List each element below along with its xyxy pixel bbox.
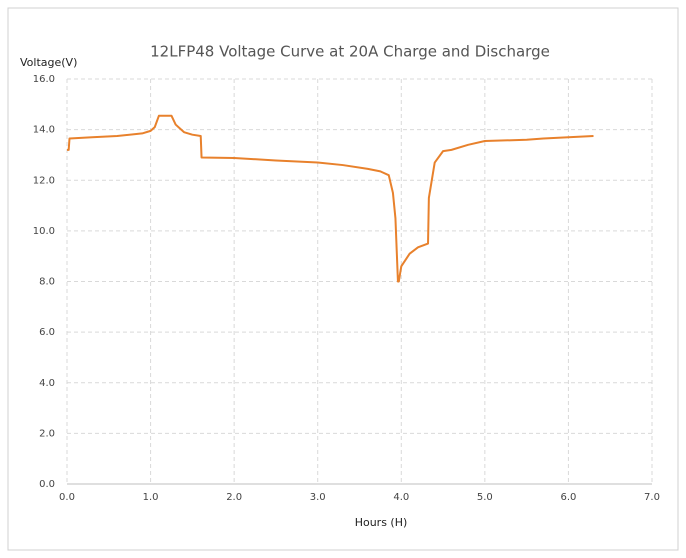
y-tick-label: 14.0	[33, 125, 55, 136]
x-tick-label: 5.0	[477, 492, 493, 503]
x-tick-label: 4.0	[393, 492, 409, 503]
chart-title: 12LFP48 Voltage Curve at 20A Charge and …	[150, 43, 550, 61]
x-tick-label: 2.0	[226, 492, 242, 503]
x-tick-label: 6.0	[560, 492, 576, 503]
y-tick-label: 2.0	[39, 428, 55, 439]
y-tick-label: 4.0	[39, 378, 55, 389]
x-axis-label: Hours (H)	[355, 516, 408, 529]
y-tick-label: 8.0	[39, 277, 55, 288]
line-series	[67, 114, 594, 283]
y-tick-label: 12.0	[33, 175, 55, 186]
y-tick-label: 16.0	[33, 74, 55, 85]
chart-frame	[7, 7, 679, 551]
y-tick-label: 10.0	[33, 226, 55, 237]
x-tick-label: 0.0	[59, 492, 75, 503]
x-tick-label: 7.0	[644, 492, 660, 503]
y-tick-label: 6.0	[39, 327, 55, 338]
x-tick-label: 1.0	[143, 492, 159, 503]
y-tick-label: 0.0	[39, 479, 55, 490]
y-axis-label: Voltage(V)	[20, 56, 77, 69]
x-tick-label: 3.0	[310, 492, 326, 503]
